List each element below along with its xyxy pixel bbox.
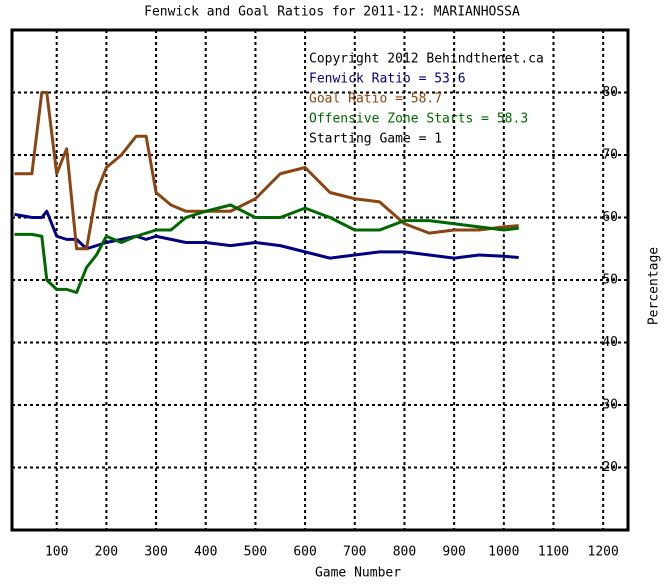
series-line [14,91,519,251]
y-tick-label: 60 [602,210,618,225]
x-tick-label: 700 [343,545,366,560]
x-tick-label: 800 [393,545,416,560]
x-tick-label: 600 [293,545,316,560]
series-line [14,209,519,260]
x-tick-label: 500 [244,545,267,560]
y-tick-label: 40 [602,335,618,350]
y-tick-label: 30 [602,398,618,413]
x-tick-label: 300 [144,545,167,560]
annotation: Copyright 2012 Behindthenet.ca [309,52,544,67]
y-tick-label: 20 [602,460,618,475]
x-tick-label: 1200 [588,545,619,560]
y-tick-label: 50 [602,273,618,288]
annotation: Starting Game = 1 [309,132,442,147]
legend-label: Fenwick Ratio = 53.6 [309,72,466,87]
x-tick-label: 900 [442,545,465,560]
x-tick-label: 1100 [538,545,569,560]
x-tick-label: 1000 [488,545,519,560]
plot-border [10,28,630,532]
legend-label: Goal Ratio = 58.7 [309,92,442,107]
y-tick-label: 80 [602,85,618,100]
y-tick-label: 70 [602,148,618,163]
y-axis-label: Percentage [647,247,662,325]
x-axis-label: Game Number [315,566,401,581]
legend-label: Offensive Zone Starts = 58.3 [309,112,528,127]
x-tick-label: 200 [95,545,118,560]
series-line [14,203,519,294]
x-tick-label: 400 [194,545,217,560]
x-tick-label: 100 [45,545,68,560]
chart-title: Fenwick and Goal Ratios for 2011-12: MAR… [144,5,520,20]
